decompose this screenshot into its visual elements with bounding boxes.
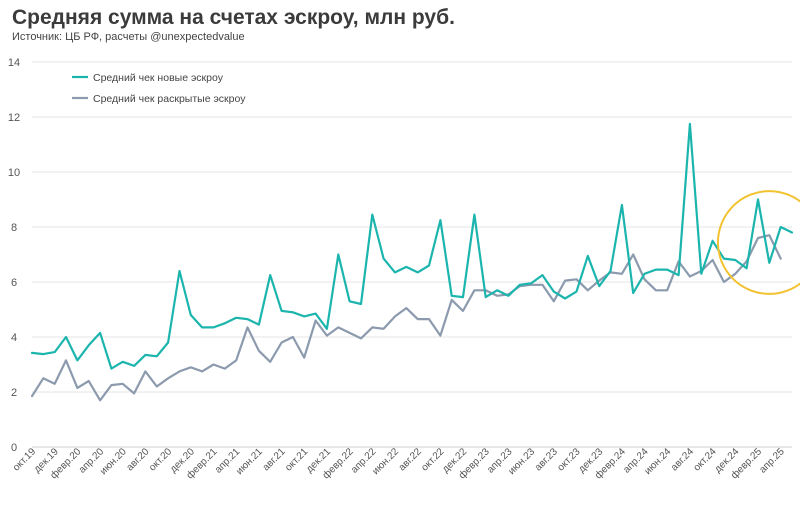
y-tick-label: 4 [11, 332, 17, 344]
highlight-circle [716, 190, 800, 295]
legend: Средний чек новые эскроу Средний чек раск… [72, 72, 246, 105]
x-tick-label: авг.24 [669, 446, 696, 473]
x-tick-label: авг.22 [397, 446, 424, 473]
y-tick-label: 0 [11, 442, 17, 454]
y-axis-labels: 0 2 4 6 8 10 12 14 [8, 57, 20, 454]
chart-title: Средняя сумма на счетах эскроу, млн руб. [12, 6, 455, 29]
y-tick-label: 6 [11, 277, 17, 289]
x-tick-label: авг.20 [125, 446, 152, 473]
y-tick-label: 2 [11, 387, 17, 399]
series-lines [30, 122, 794, 402]
grid-lines [32, 61, 792, 448]
y-tick-label: 14 [8, 57, 20, 69]
y-tick-label: 10 [8, 167, 20, 179]
x-tick-label: авг.21 [261, 446, 288, 473]
x-tick-label: апр.25 [757, 446, 787, 476]
legend-label: Средний чек раскрытые эскроу [93, 93, 246, 105]
series-line [30, 234, 782, 402]
highlight-ring [716, 190, 800, 295]
legend-label: Средний чек новые эскроу [93, 72, 224, 84]
x-tick-label: авг.23 [533, 446, 560, 473]
series-line [30, 122, 794, 370]
x-axis-labels: окт.19дек.19февр.20апр.20июн.20авг.20окт… [11, 445, 787, 481]
y-tick-label: 12 [8, 112, 20, 124]
chart-subtitle: Источник: ЦБ РФ, расчеты @unexpectedvalu… [12, 31, 245, 43]
y-tick-label: 8 [11, 222, 17, 234]
